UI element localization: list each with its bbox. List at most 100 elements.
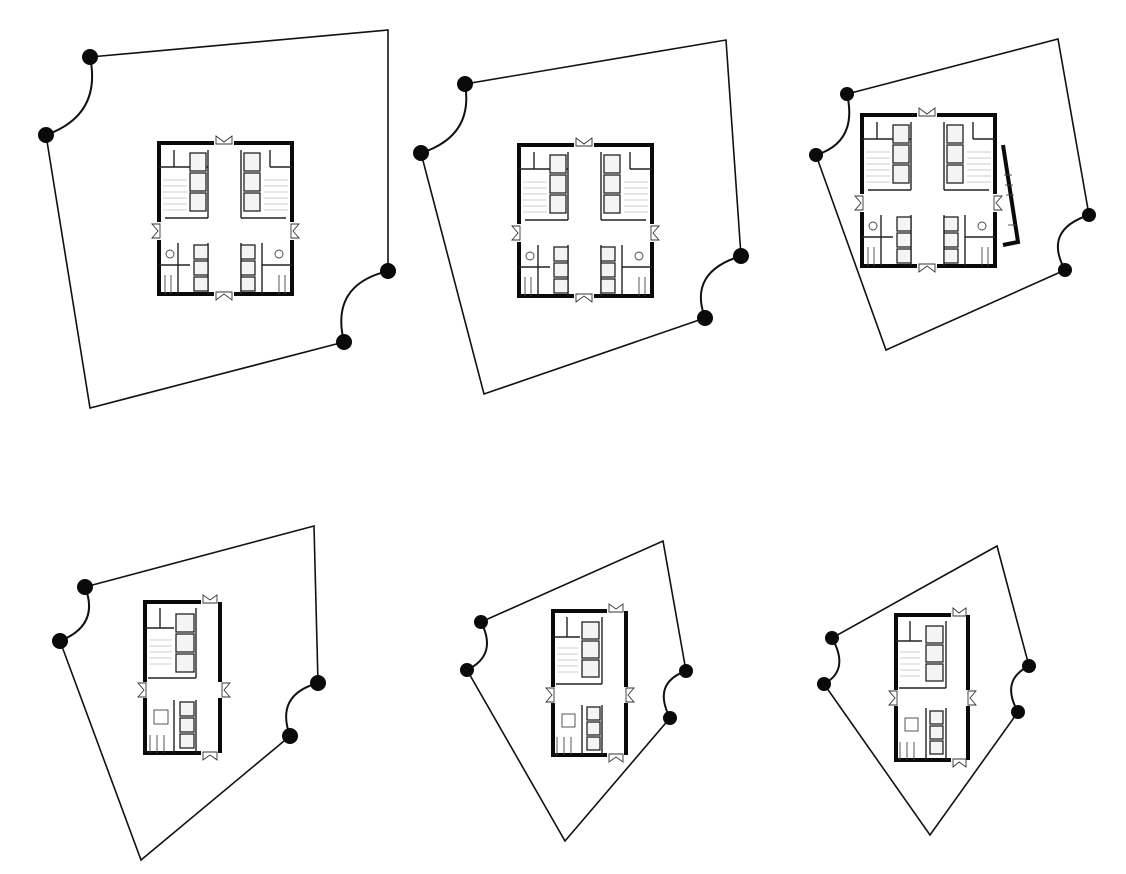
elevator-car: [549, 194, 567, 214]
corridor-door: [918, 263, 936, 273]
elevator-car: [549, 154, 567, 174]
corridor-door: [854, 195, 864, 211]
elevator-car: [179, 733, 195, 749]
corridor-door: [993, 195, 1003, 211]
corridor-door: [625, 687, 635, 703]
floor-plan-6: [817, 544, 1036, 837]
elevator-car: [581, 659, 600, 678]
elevator-car: [943, 232, 959, 248]
elevator-car: [189, 192, 207, 212]
corner-arc-left: [420, 83, 468, 154]
elevator-car: [892, 164, 910, 184]
elevator-car: [929, 710, 944, 725]
building-core: [511, 137, 660, 303]
floor-plate-outline: [466, 539, 687, 843]
corner-arc-right: [340, 270, 389, 343]
corridor-door: [608, 753, 624, 763]
column-marker: [1011, 705, 1025, 719]
floor-plate-outline: [823, 544, 1030, 837]
elevator-car: [946, 124, 964, 144]
column-marker: [840, 87, 854, 101]
corridor-door: [290, 223, 300, 239]
elevator-car: [603, 174, 621, 194]
corridor-door: [202, 751, 218, 761]
elevator-car: [586, 706, 601, 721]
floor-plate-outline: [815, 38, 1090, 352]
corridor-door: [608, 603, 624, 613]
corner-arc-left: [815, 93, 851, 156]
column-marker: [82, 49, 98, 65]
corridor-door: [952, 758, 967, 768]
elevator-car: [175, 613, 195, 633]
elevator-car: [240, 244, 256, 260]
corridor-door: [952, 607, 967, 617]
elevator-car: [193, 276, 209, 292]
building-core: [137, 594, 231, 761]
building-core: [545, 603, 635, 763]
elevator-car: [896, 232, 912, 248]
elevator-car: [240, 276, 256, 292]
elevator-car: [240, 260, 256, 276]
elevator-car: [553, 246, 569, 262]
corridor-door: [967, 690, 977, 706]
elevator-car: [929, 725, 944, 740]
elevator-car: [175, 653, 195, 673]
elevator-car: [946, 144, 964, 164]
column-marker: [474, 615, 488, 629]
corner-arc-right: [285, 682, 319, 737]
corridor-door: [575, 293, 593, 303]
elevator-car: [943, 248, 959, 264]
elevator-car: [892, 144, 910, 164]
elevator-car: [553, 262, 569, 278]
corner-arc-left: [45, 56, 94, 136]
column-marker: [310, 675, 326, 691]
corridor-door: [137, 682, 147, 698]
elevator-car: [892, 124, 910, 144]
elevator-car: [243, 172, 261, 192]
floor-plan-3: [809, 38, 1096, 352]
elevator-car: [549, 174, 567, 194]
column-marker: [817, 677, 831, 691]
elevator-car: [925, 625, 944, 644]
elevator-car: [581, 640, 600, 659]
elevator-car: [943, 216, 959, 232]
corner-arc-left: [466, 621, 488, 671]
elevator-car: [586, 736, 601, 751]
elevator-car: [600, 262, 616, 278]
elevator-car: [946, 164, 964, 184]
elevator-car: [179, 701, 195, 717]
column-marker: [336, 334, 352, 350]
corridor-door: [151, 223, 161, 239]
elevator-car: [553, 278, 569, 294]
corridor-door: [918, 107, 936, 117]
corridor-door: [221, 682, 231, 698]
elevator-car: [600, 278, 616, 294]
floor-plan-4: [52, 524, 326, 862]
corner-arc-right: [1056, 214, 1090, 271]
building-core: [151, 135, 300, 301]
column-marker: [413, 145, 429, 161]
floor-plan-1: [38, 29, 396, 409]
corridor-door: [215, 291, 233, 301]
floor-plan-5: [460, 539, 693, 843]
elevator-car: [193, 260, 209, 276]
corner-arc-right: [700, 255, 742, 319]
elevator-car: [581, 621, 600, 640]
floor-plan-2: [413, 39, 749, 396]
column-marker: [1058, 263, 1072, 277]
building-core: [888, 607, 977, 768]
column-marker: [380, 263, 396, 279]
corridor-door: [888, 690, 898, 706]
elevator-car: [896, 248, 912, 264]
column-marker: [697, 310, 713, 326]
elevator-car: [189, 172, 207, 192]
elevator-car: [243, 152, 261, 172]
elevator-car: [603, 194, 621, 214]
elevator-car: [925, 644, 944, 663]
elevator-car: [896, 216, 912, 232]
column-marker: [460, 663, 474, 677]
corridor-door: [575, 137, 593, 147]
building-core: [854, 107, 1003, 273]
